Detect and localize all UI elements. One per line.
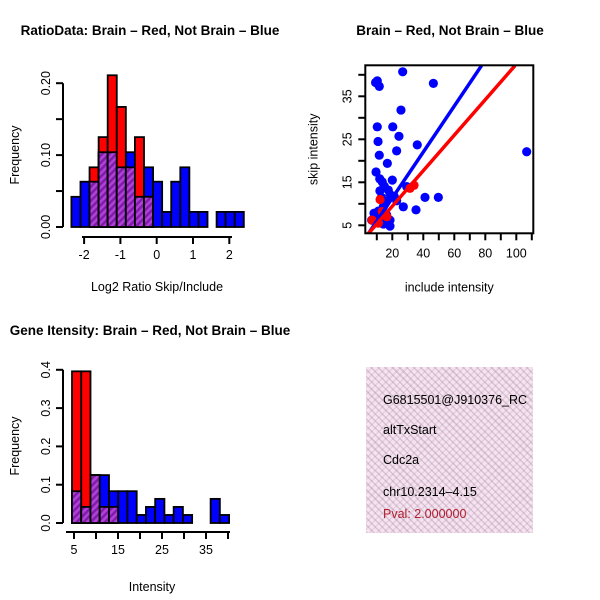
svg-text:100: 100 — [506, 246, 527, 260]
gene-symbol: Cdc2a — [383, 453, 420, 467]
svg-text:-1: -1 — [115, 248, 126, 262]
svg-text:Log2 Ratio Skip/Include: Log2 Ratio Skip/Include — [91, 280, 223, 294]
svg-text:60: 60 — [447, 246, 461, 260]
svg-text:0.3: 0.3 — [39, 399, 53, 416]
ratio-histogram-panel: RatioData: Brain – Red, Not Brain – Blue… — [0, 0, 300, 300]
svg-text:include intensity: include intensity — [405, 280, 495, 294]
gene-info-panel: G6815501@J910376_RC altTxStart Cdc2a chr… — [300, 300, 600, 600]
svg-text:2: 2 — [226, 248, 233, 262]
gene-pvalue: Pval: 2.000000 — [383, 507, 467, 521]
ratio-histogram-title: RatioData: Brain – Red, Not Brain – Blue — [20, 23, 280, 38]
svg-text:Frequency: Frequency — [8, 416, 22, 476]
gene-probe-id: G6815501@J910376_RC — [383, 393, 528, 407]
intensity-histogram-panel: Gene Itensity: Brain – Red, Not Brain – … — [0, 300, 300, 600]
gene-event-type: altTxStart — [383, 423, 437, 437]
svg-text:Intensity: Intensity — [129, 580, 176, 594]
svg-text:0.2: 0.2 — [39, 438, 53, 455]
scatter-title: Brain – Red, Not Brain – Blue — [356, 23, 544, 38]
svg-text:25: 25 — [340, 132, 354, 146]
svg-text:20: 20 — [385, 246, 399, 260]
scatter-panel: Brain – Red, Not Brain – Blue 20 40 60 80 10… — [300, 0, 600, 300]
svg-text:Frequency: Frequency — [8, 125, 22, 185]
svg-text:35: 35 — [199, 543, 213, 557]
svg-text:1: 1 — [190, 248, 197, 262]
svg-text:15: 15 — [340, 175, 354, 189]
gene-info-box: G6815501@J910376_RC altTxStart Cdc2a chr… — [366, 367, 533, 533]
svg-text:0: 0 — [153, 248, 160, 262]
svg-text:skip intensity: skip intensity — [306, 113, 320, 185]
intensity-histogram-title: Gene Itensity: Brain – Red, Not Brain – … — [9, 323, 291, 338]
svg-text:0.1: 0.1 — [39, 476, 53, 493]
intensity-histogram-canvas: 0.0 0.1 0.2 0.3 0.4 Frequency 5 15 25 35 Intensity — [8, 361, 231, 594]
svg-text:80: 80 — [478, 246, 492, 260]
svg-text:40: 40 — [416, 246, 430, 260]
svg-text:0.4: 0.4 — [39, 361, 53, 378]
svg-text:5: 5 — [340, 222, 354, 229]
svg-text:35: 35 — [340, 89, 354, 103]
svg-text:15: 15 — [111, 543, 125, 557]
gene-locus: chr10.2314–4.15 — [383, 485, 477, 499]
ratio-histogram-canvas: 0.00 0.10 0.20 Frequency -2 -1 0 1 2 Log2 Ratio S… — [8, 71, 245, 294]
svg-text:0.10: 0.10 — [39, 143, 53, 167]
svg-text:-2: -2 — [79, 248, 90, 262]
svg-text:25: 25 — [155, 543, 169, 557]
scatter-canvas: 20 40 60 80 100 5 15 25 35 include intensity skip … — [306, 64, 535, 294]
svg-text:0.00: 0.00 — [39, 215, 53, 239]
svg-text:0.0: 0.0 — [39, 514, 53, 531]
svg-text:0.20: 0.20 — [39, 71, 53, 95]
svg-text:5: 5 — [71, 543, 78, 557]
